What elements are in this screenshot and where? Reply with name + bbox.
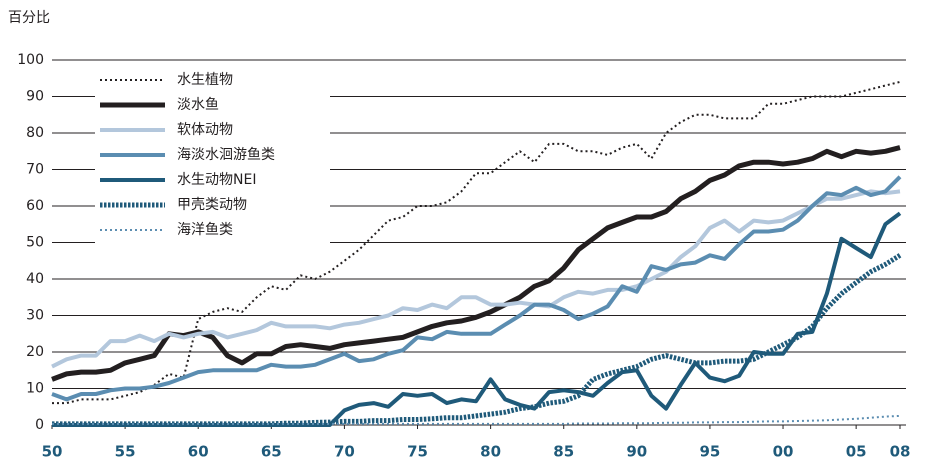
- x-tick-label: 00: [773, 443, 794, 461]
- legend-label: 海洋鱼类: [177, 221, 233, 238]
- x-tick-label: 55: [115, 443, 136, 461]
- series-line: [52, 414, 901, 425]
- y-tick-label: 100: [17, 52, 44, 68]
- y-tick-label: 40: [26, 271, 44, 287]
- legend-label: 淡水鱼: [177, 96, 219, 113]
- x-tick-label: 60: [188, 443, 209, 461]
- legend-label: 软体动物: [177, 122, 233, 138]
- series-line: [51, 175, 902, 402]
- x-tick-label: 05: [846, 443, 867, 461]
- x-tick-label: 80: [480, 443, 501, 461]
- x-tick-label: 95: [699, 443, 720, 461]
- y-tick-label: 50: [26, 235, 44, 251]
- y-tick-label: 70: [26, 162, 44, 178]
- y-tick-label: 20: [26, 344, 44, 360]
- x-tick-label: 08: [890, 443, 911, 461]
- y-tick-label: 90: [26, 89, 44, 105]
- x-tick-label: 50: [42, 443, 63, 461]
- y-tick-label: 60: [26, 198, 44, 214]
- y-tick-label: 80: [26, 125, 44, 141]
- legend-label: 水生动物NEI: [177, 172, 256, 188]
- y-tick-label: 30: [26, 308, 44, 324]
- x-tick-label: 75: [407, 443, 428, 461]
- y-tick-label: 0: [35, 417, 44, 433]
- x-tick-label: 65: [261, 443, 282, 461]
- x-tick-label: 70: [334, 443, 355, 461]
- y-axis-label: 百分比: [8, 10, 50, 26]
- legend-box: [95, 68, 330, 255]
- legend-label: 甲壳类动物: [177, 196, 247, 213]
- y-tick-label: 10: [26, 381, 44, 397]
- x-tick-label: 85: [553, 443, 574, 461]
- legend-label: 海淡水洄游鱼类: [177, 146, 275, 163]
- series-line: [51, 189, 901, 369]
- x-tick-label: 90: [626, 443, 647, 461]
- legend-label: 水生植物: [177, 72, 233, 88]
